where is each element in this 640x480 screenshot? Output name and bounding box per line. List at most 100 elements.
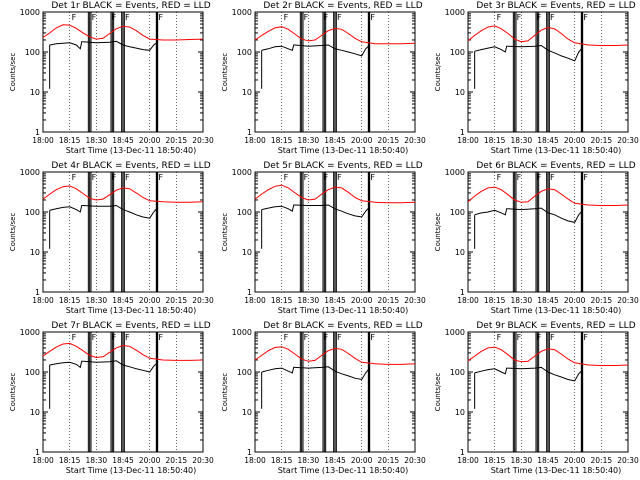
y-axis-label: Counts/sec <box>9 213 17 252</box>
x-tick-label: 18:30 <box>511 136 533 145</box>
events-series-line <box>261 366 371 381</box>
y-tick-label: 1000 <box>232 168 252 177</box>
y-tick-label: 100 <box>450 368 465 377</box>
x-tick-label: 18:15 <box>271 456 293 465</box>
flag-label: F <box>370 173 375 182</box>
x-axis-label: Start Time (13-Dec-11 18:50:40) <box>66 146 197 155</box>
x-tick-label: 18:15 <box>484 296 506 305</box>
x-tick-label: 20:30 <box>617 456 639 465</box>
x-tick-label: 20:30 <box>192 456 214 465</box>
y-axis-label: Counts/sec <box>221 53 229 92</box>
flag-label: F <box>517 333 522 342</box>
x-tick-label: 20:00 <box>564 136 586 145</box>
y-tick-label: 10 <box>30 88 40 97</box>
x-tick-label: 18:15 <box>271 296 293 305</box>
panel-title: Det 1r BLACK = Events, RED = LLD <box>51 1 210 11</box>
x-tick-label: 20:15 <box>166 136 188 145</box>
x-tick-label: 18:15 <box>484 136 506 145</box>
y-tick-label: 1000 <box>232 8 252 17</box>
flag-label: F <box>337 173 342 182</box>
x-tick-label: 18:30 <box>298 136 320 145</box>
events-series-line <box>474 44 584 62</box>
lld-series-line <box>254 26 416 45</box>
flag-label: F <box>92 333 97 342</box>
x-tick-label: 18:00 <box>32 456 54 465</box>
flag-label: F <box>324 173 329 182</box>
x-axis-label: Start Time (13-Dec-11 18:50:40) <box>66 466 197 475</box>
x-axis-label: Start Time (13-Dec-11 18:50:40) <box>278 466 409 475</box>
x-tick-label: 18:45 <box>537 456 559 465</box>
x-tick-label: 18:45 <box>112 296 134 305</box>
x-tick-label: 20:30 <box>404 296 426 305</box>
y-axis-label: Counts/sec <box>434 213 442 252</box>
flag-label: F <box>537 333 542 342</box>
y-tick-label: 1000 <box>20 328 40 337</box>
flag-label: F <box>537 13 542 22</box>
panel-title: Det 2r BLACK = Events, RED = LLD <box>263 1 422 11</box>
y-axis-label: Counts/sec <box>221 213 229 252</box>
y-tick-label: 1000 <box>20 168 40 177</box>
flag-label: F <box>324 13 329 22</box>
x-tick-label: 18:30 <box>511 456 533 465</box>
y-tick-label: 100 <box>25 368 40 377</box>
y-tick-label: 1000 <box>445 168 465 177</box>
lld-series-line <box>254 346 416 365</box>
plot-frame <box>42 171 204 293</box>
y-tick-label: 100 <box>25 48 40 57</box>
y-tick-label: 1 <box>35 448 40 457</box>
events-series-line <box>261 204 371 218</box>
x-axis-label: Start Time (13-Dec-11 18:50:40) <box>491 466 622 475</box>
y-tick-label: 100 <box>25 208 40 217</box>
flag-label: F <box>550 13 555 22</box>
x-tick-label: 18:00 <box>32 136 54 145</box>
x-tick-label: 18:15 <box>484 456 506 465</box>
x-tick-label: 20:15 <box>378 296 400 305</box>
x-tick-label: 20:30 <box>617 296 639 305</box>
panel-title: Det 4r BLACK = Events, RED = LLD <box>51 161 210 171</box>
y-tick-label: 10 <box>455 88 465 97</box>
events-series-line <box>474 366 584 382</box>
flag-label: F <box>125 333 130 342</box>
panel-title: Det 6r BLACK = Events, RED = LLD <box>476 161 635 171</box>
y-tick-label: 100 <box>237 208 252 217</box>
flag-label: F <box>370 13 375 22</box>
flag-label: F <box>497 13 502 22</box>
lld-series-line <box>254 184 416 204</box>
lld-series-line <box>42 185 204 203</box>
x-tick-label: 18:30 <box>86 136 108 145</box>
x-axis-label: Start Time (13-Dec-11 18:50:40) <box>491 306 622 315</box>
events-series-line <box>49 40 158 51</box>
x-tick-label: 18:30 <box>298 456 320 465</box>
flag-label: F <box>517 173 522 182</box>
flag-label: F <box>583 173 588 182</box>
panel-title: Det 9r BLACK = Events, RED = LLD <box>476 321 635 331</box>
x-tick-label: 20:15 <box>591 456 613 465</box>
y-tick-label: 100 <box>237 368 252 377</box>
plot-frame <box>467 331 629 453</box>
x-axis-label: Start Time (13-Dec-11 18:50:40) <box>491 146 622 155</box>
plot-frame <box>254 11 416 133</box>
x-tick-label: 18:15 <box>59 136 81 145</box>
y-axis-label: Counts/sec <box>9 53 17 92</box>
x-axis-label: Start Time (13-Dec-11 18:50:40) <box>66 306 197 315</box>
y-tick-label: 1 <box>35 128 40 137</box>
events-series-line <box>49 204 159 219</box>
flag-label: F <box>304 173 309 182</box>
flag-label: F <box>370 333 375 342</box>
y-tick-label: 1000 <box>445 8 465 17</box>
y-tick-label: 1 <box>247 448 252 457</box>
x-tick-label: 18:45 <box>537 136 559 145</box>
x-axis-label: Start Time (13-Dec-11 18:50:40) <box>278 146 409 155</box>
lld-series-line <box>42 24 204 41</box>
lld-series-line <box>467 25 629 46</box>
x-tick-label: 20:15 <box>378 456 400 465</box>
x-tick-label: 20:15 <box>591 296 613 305</box>
flag-label: F <box>125 173 130 182</box>
x-tick-label: 20:00 <box>351 296 373 305</box>
x-tick-label: 18:45 <box>112 456 134 465</box>
